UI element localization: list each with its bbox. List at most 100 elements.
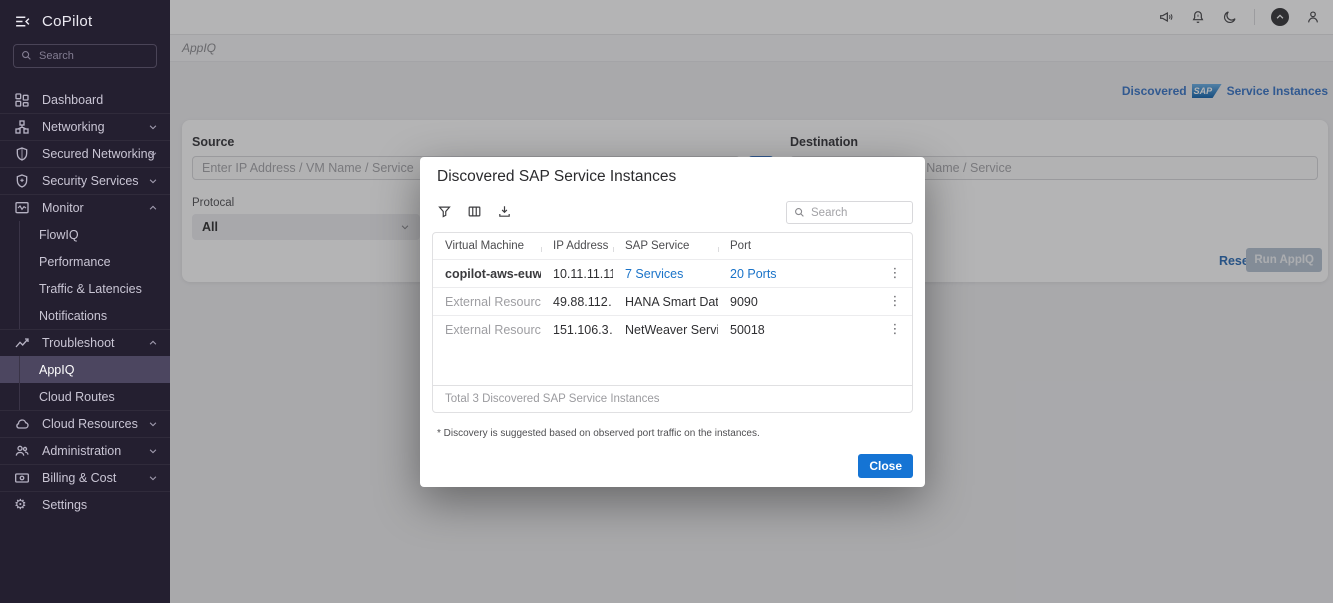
search-icon bbox=[794, 207, 805, 218]
notifications-bell-icon[interactable] bbox=[1190, 9, 1206, 25]
sap-instances-table: Virtual Machine IP Address SAP Service P… bbox=[432, 232, 913, 413]
sidebar-search-input[interactable] bbox=[13, 44, 157, 68]
sidebar-item-dashboard[interactable]: Dashboard bbox=[0, 86, 170, 113]
sap-logo-icon: SAP bbox=[1191, 84, 1222, 98]
vm-name-cell: copilot-aws-euw2-s2-h bbox=[445, 266, 541, 281]
table-row: External Resource 151.106.3… NetWeaver S… bbox=[433, 315, 912, 343]
scroll-top-circle-icon[interactable] bbox=[1271, 8, 1289, 26]
kebab-menu-icon[interactable]: ⋮ bbox=[888, 294, 902, 309]
sidebar-item-troubleshoot[interactable]: Troubleshoot bbox=[0, 329, 170, 356]
source-label: Source bbox=[192, 135, 235, 149]
discovered-sap-instances-modal: Discovered SAP Service Instances Virtual… bbox=[420, 157, 925, 487]
sidebar-item-label: Cloud Routes bbox=[39, 389, 115, 404]
chevron-down-icon bbox=[148, 176, 158, 186]
sidebar-item-label: Cloud Resources bbox=[42, 417, 138, 431]
reset-button[interactable]: Reset bbox=[1218, 254, 1253, 268]
modal-search-input[interactable] bbox=[787, 202, 912, 223]
ip-cell: 10.11.11.11 bbox=[553, 266, 613, 281]
sidebar-search[interactable] bbox=[13, 44, 157, 68]
main-area: AppIQ Discovered SAP Service Instances S… bbox=[170, 0, 1333, 603]
top-bar bbox=[170, 0, 1333, 35]
sidebar-item-monitor[interactable]: Monitor bbox=[0, 194, 170, 221]
sidebar-item-administration[interactable]: Administration bbox=[0, 437, 170, 464]
sidebar-item-label: FlowIQ bbox=[39, 227, 79, 242]
announcements-icon[interactable] bbox=[1158, 9, 1174, 25]
run-appiq-button[interactable]: Run AppIQ bbox=[1246, 248, 1322, 272]
vm-name-cell: External Resource bbox=[445, 294, 541, 309]
banknote-icon bbox=[14, 470, 30, 486]
close-button[interactable]: Close bbox=[858, 454, 913, 478]
sidebar-item-billing-cost[interactable]: Billing & Cost bbox=[0, 464, 170, 491]
sap-link-suffix: Service Instances bbox=[1226, 84, 1328, 98]
dashboard-icon bbox=[14, 92, 30, 108]
sidebar-item-label: Performance bbox=[39, 254, 111, 269]
port-cell: 50018 bbox=[730, 322, 765, 337]
discovered-sap-instances-link[interactable]: Discovered SAP Service Instances bbox=[1122, 84, 1328, 98]
chevron-down-icon bbox=[148, 122, 158, 132]
columns-icon[interactable] bbox=[467, 204, 482, 219]
sidebar-item-appiq[interactable]: AppIQ bbox=[0, 356, 170, 383]
sidebar-item-cloud-resources[interactable]: Cloud Resources bbox=[0, 410, 170, 437]
table-row: External Resource 49.88.112… HANA Smart … bbox=[433, 287, 912, 315]
table-row: copilot-aws-euw2-s2-h 10.11.11.11 7 Serv… bbox=[433, 259, 912, 287]
sidebar-item-label: Settings bbox=[42, 498, 88, 512]
protocol-value: All bbox=[202, 220, 218, 234]
search-icon bbox=[21, 50, 32, 61]
sidebar-item-label: Secured Networking bbox=[42, 147, 155, 161]
sidebar-item-label: Traffic & Latencies bbox=[39, 281, 142, 296]
services-link[interactable]: 7 Services bbox=[625, 266, 684, 281]
users-icon bbox=[14, 443, 30, 459]
ip-cell: 49.88.112… bbox=[553, 294, 613, 309]
sidebar-item-notifications[interactable]: Notifications bbox=[0, 302, 170, 329]
sidebar: CoPilot Dashboard Networking Secured Net… bbox=[0, 0, 170, 603]
modal-toolbar bbox=[437, 204, 512, 219]
menu-collapse-icon[interactable] bbox=[14, 13, 31, 30]
table-summary: Total 3 Discovered SAP Service Instances bbox=[433, 385, 912, 412]
chevron-down-icon bbox=[148, 473, 158, 483]
port-cell: 9090 bbox=[730, 294, 758, 309]
sidebar-item-networking[interactable]: Networking bbox=[0, 113, 170, 140]
dark-mode-moon-icon[interactable] bbox=[1222, 9, 1238, 25]
troubleshoot-icon bbox=[14, 335, 30, 351]
chevron-down-icon bbox=[400, 222, 410, 232]
service-cell: NetWeaver Services bbox=[625, 322, 718, 337]
sidebar-header: CoPilot bbox=[0, 0, 170, 32]
table-empty-space bbox=[433, 343, 912, 385]
sidebar-item-traffic-latencies[interactable]: Traffic & Latencies bbox=[0, 275, 170, 302]
breadcrumb: AppIQ bbox=[182, 41, 217, 55]
sidebar-item-flowiq[interactable]: FlowIQ bbox=[0, 221, 170, 248]
sidebar-item-label: Troubleshoot bbox=[42, 336, 115, 350]
sidebar-item-security-services[interactable]: Security Services bbox=[0, 167, 170, 194]
sidebar-item-label: Security Services bbox=[42, 174, 139, 188]
sidebar-item-settings[interactable]: ⚙ Settings bbox=[0, 491, 170, 518]
sidebar-item-label: AppIQ bbox=[39, 362, 75, 377]
chevron-down-icon bbox=[148, 446, 158, 456]
sidebar-item-performance[interactable]: Performance bbox=[0, 248, 170, 275]
cloud-icon bbox=[14, 416, 30, 432]
app-title: CoPilot bbox=[42, 13, 93, 30]
kebab-menu-icon[interactable]: ⋮ bbox=[888, 266, 902, 281]
user-profile-icon[interactable] bbox=[1305, 9, 1321, 25]
modal-title: Discovered SAP Service Instances bbox=[437, 168, 677, 185]
sidebar-item-label: Networking bbox=[42, 120, 105, 134]
download-icon[interactable] bbox=[497, 204, 512, 219]
sidebar-item-cloud-routes[interactable]: Cloud Routes bbox=[0, 383, 170, 410]
protocol-select[interactable]: All bbox=[192, 214, 420, 240]
column-header-port: Port bbox=[718, 240, 880, 252]
column-header-sap-service: SAP Service bbox=[613, 240, 718, 252]
sidebar-item-secured-networking[interactable]: Secured Networking bbox=[0, 140, 170, 167]
breadcrumb-bar: AppIQ bbox=[170, 35, 1333, 62]
sidebar-nav: Dashboard Networking Secured Networking … bbox=[0, 86, 170, 518]
column-header-virtual-machine: Virtual Machine bbox=[445, 240, 525, 252]
ports-link[interactable]: 20 Ports bbox=[730, 266, 777, 281]
service-cell: HANA Smart Data Strea bbox=[625, 294, 718, 309]
filter-icon[interactable] bbox=[437, 204, 452, 219]
monitor-icon bbox=[14, 200, 30, 216]
kebab-menu-icon[interactable]: ⋮ bbox=[888, 322, 902, 337]
modal-search[interactable] bbox=[786, 201, 913, 224]
sap-link-prefix: Discovered bbox=[1121, 84, 1187, 98]
shield-icon bbox=[14, 146, 30, 162]
protocol-label: Protocal bbox=[192, 197, 235, 209]
shield-plus-icon bbox=[14, 173, 30, 189]
sidebar-item-label: Administration bbox=[42, 444, 122, 458]
